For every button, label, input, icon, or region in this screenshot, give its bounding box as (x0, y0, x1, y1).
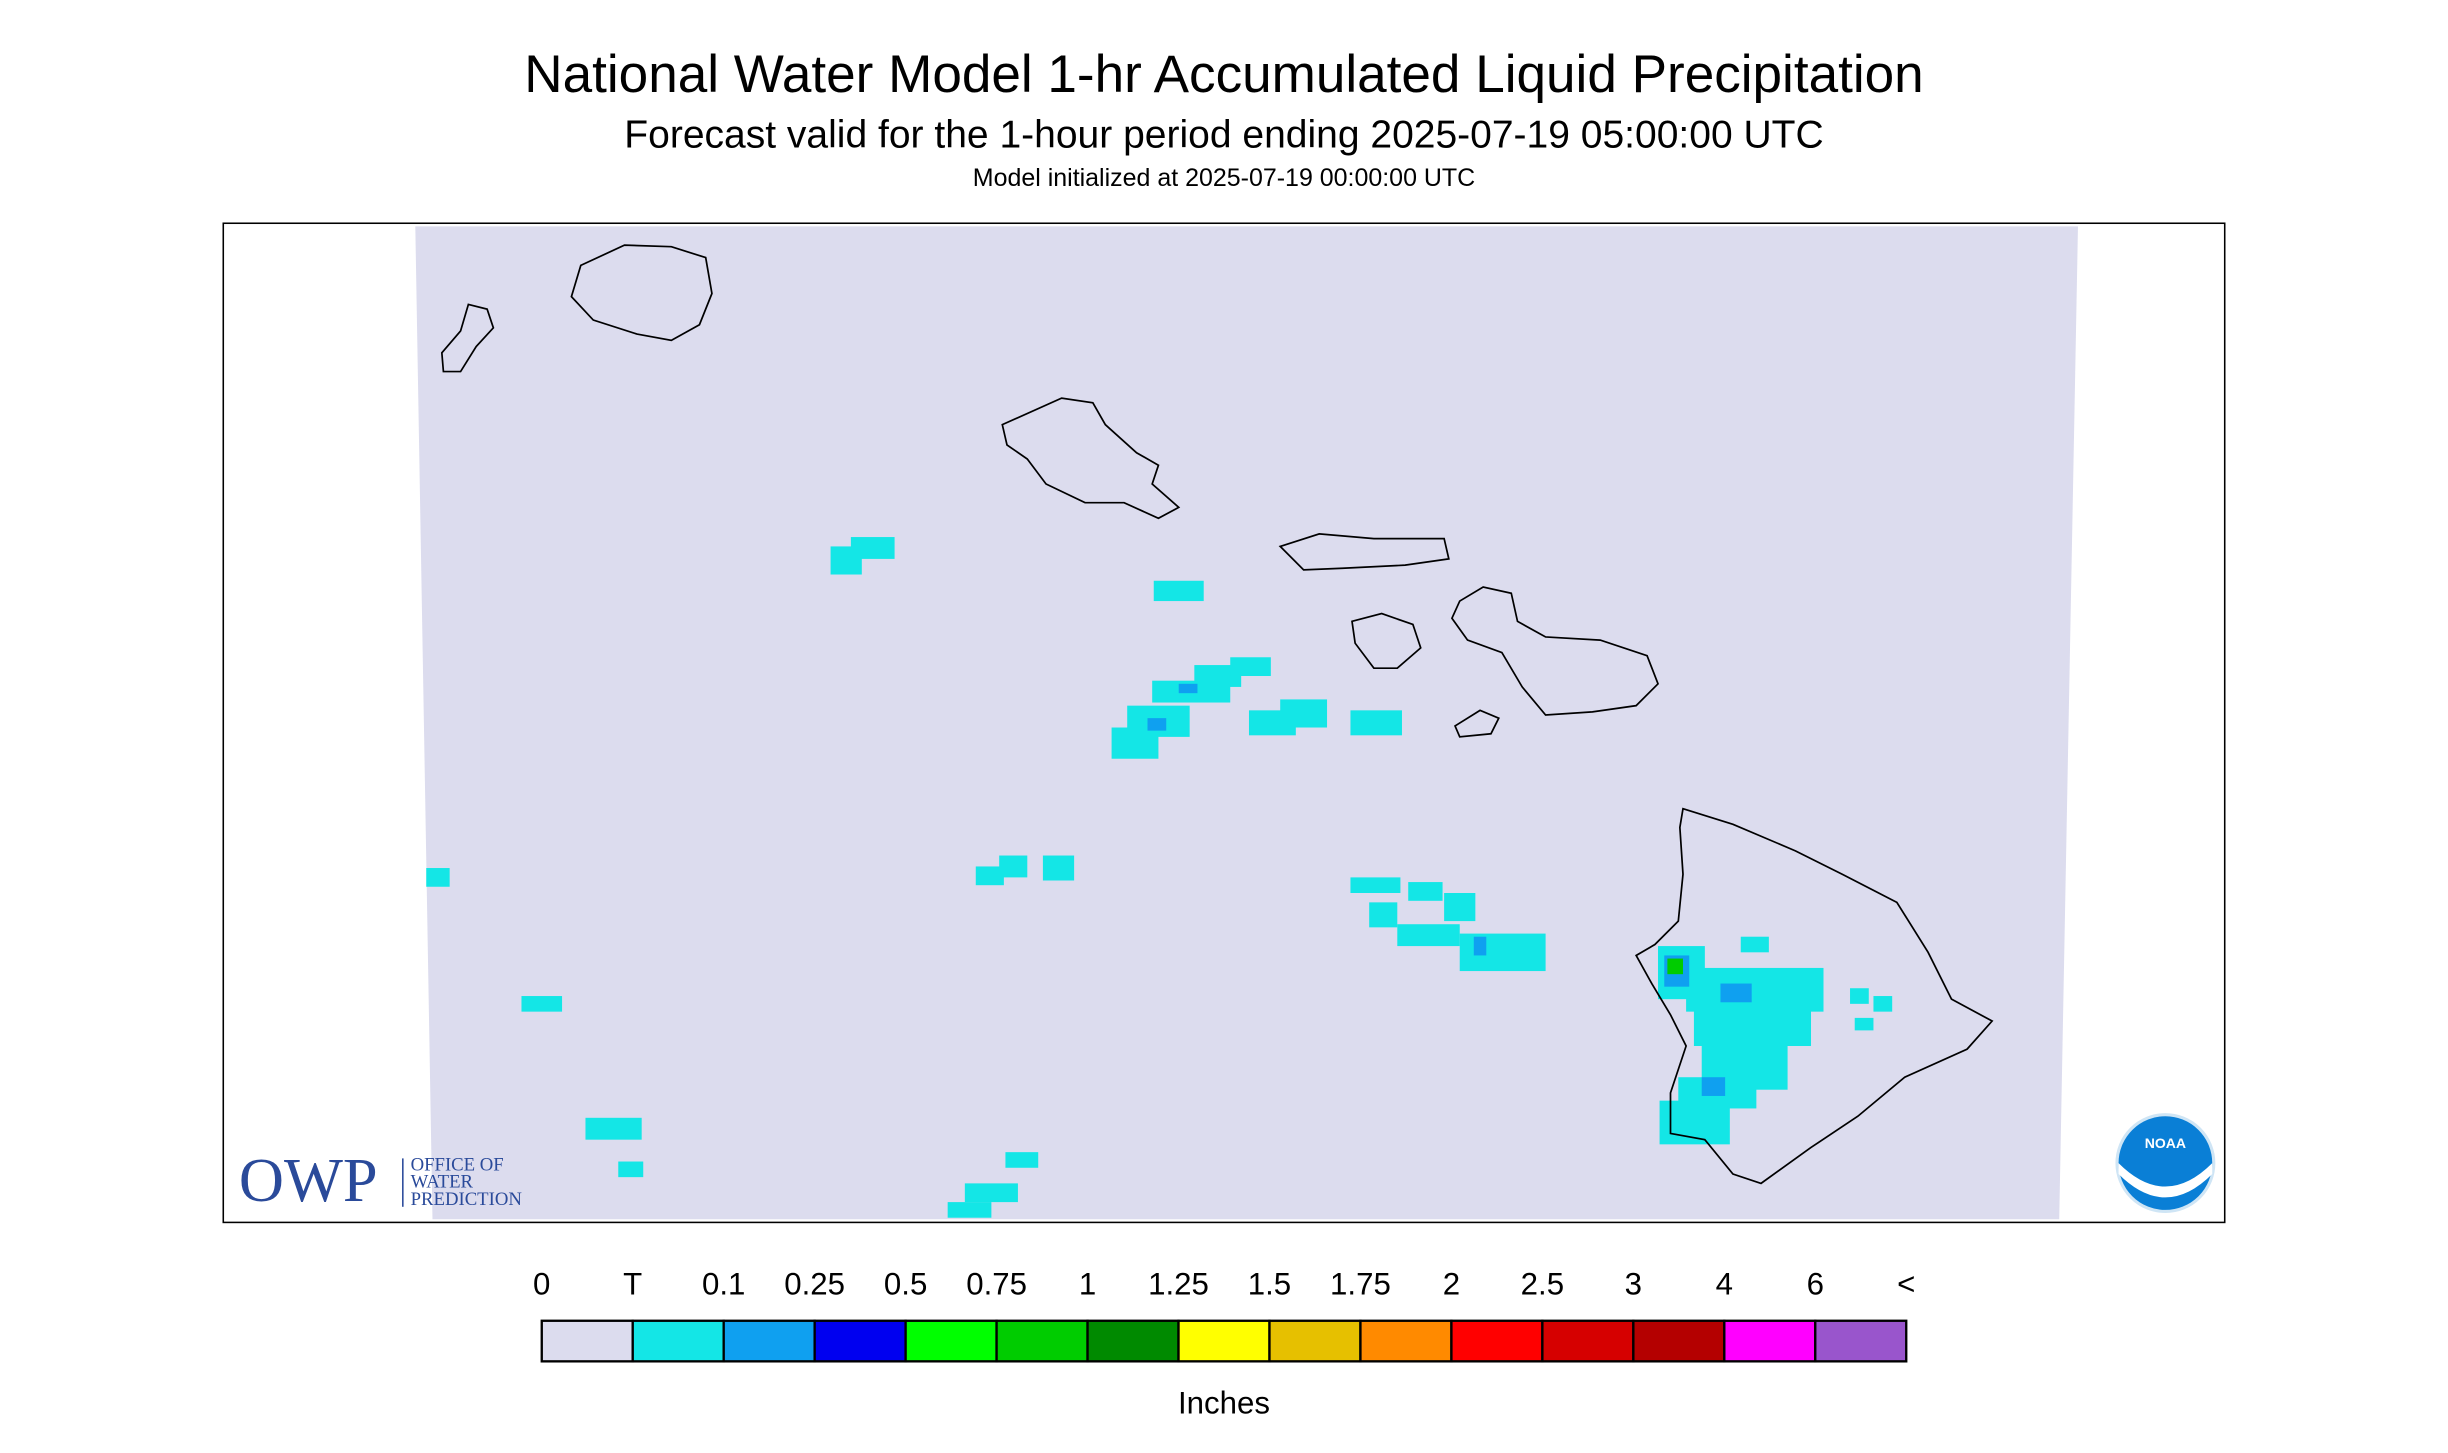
legend-label: 1 (1079, 1267, 1096, 1302)
precip-cells (426, 537, 1893, 1218)
legend-label: T (623, 1267, 642, 1302)
owp-logo: OWP OFFICE OF WATER PREDICTION (239, 1145, 522, 1215)
owp-line: WATER (411, 1172, 474, 1193)
legend-swatch (722, 1319, 816, 1363)
legend-label: 0.5 (884, 1267, 927, 1302)
noaa-logo: NOAA (2115, 1113, 2216, 1214)
legend-swatch (631, 1319, 725, 1363)
owp-mark: OWP (239, 1145, 378, 1215)
legend-swatch (1723, 1319, 1817, 1363)
legend-swatch (540, 1319, 634, 1363)
legend: 0 T 0.1 0.25 0.5 0.75 1 1.25 1.5 1.75 2 2.5 3 4 6 < (533, 1267, 1915, 1363)
owp-line: PREDICTION (411, 1189, 523, 1210)
legend-unit: Inches (1178, 1385, 1270, 1420)
legend-label: 4 (1716, 1267, 1733, 1302)
noaa-text: NOAA (2145, 1135, 2186, 1151)
legend-swatch (1177, 1319, 1271, 1363)
legend-swatch (813, 1319, 907, 1363)
legend-swatch (1359, 1319, 1453, 1363)
model-domain (415, 226, 2078, 1220)
legend-label: 1.25 (1148, 1267, 1209, 1302)
legend-label: 0 (533, 1267, 550, 1302)
legend-label: < (1897, 1267, 1915, 1302)
coastlines (440, 244, 1994, 1185)
legend-label: 6 (1807, 1267, 1824, 1302)
legend-label: 0.1 (702, 1267, 745, 1302)
legend-swatch (995, 1319, 1089, 1363)
title: National Water Model 1-hr Accumulated Li… (524, 45, 1923, 104)
legend-label: 2 (1443, 1267, 1460, 1302)
init-note: Model initialized at 2025-07-19 00:00:00… (973, 164, 1475, 192)
legend-label: 2.5 (1521, 1267, 1564, 1302)
legend-label: 1.75 (1330, 1267, 1391, 1302)
legend-swatch (1814, 1319, 1908, 1363)
owp-line: OFFICE OF (411, 1155, 504, 1176)
legend-swatch (904, 1319, 998, 1363)
legend-label: 0.25 (784, 1267, 845, 1302)
legend-swatch (1268, 1319, 1362, 1363)
legend-swatch (1632, 1319, 1726, 1363)
subtitle: Forecast valid for the 1-hour period end… (624, 114, 1823, 157)
legend-swatch (1450, 1319, 1544, 1363)
legend-label: 1.5 (1248, 1267, 1291, 1302)
legend-swatch (1086, 1319, 1180, 1363)
legend-label: 3 (1625, 1267, 1642, 1302)
legend-label: 0.75 (966, 1267, 1027, 1302)
legend-swatch (1541, 1319, 1635, 1363)
